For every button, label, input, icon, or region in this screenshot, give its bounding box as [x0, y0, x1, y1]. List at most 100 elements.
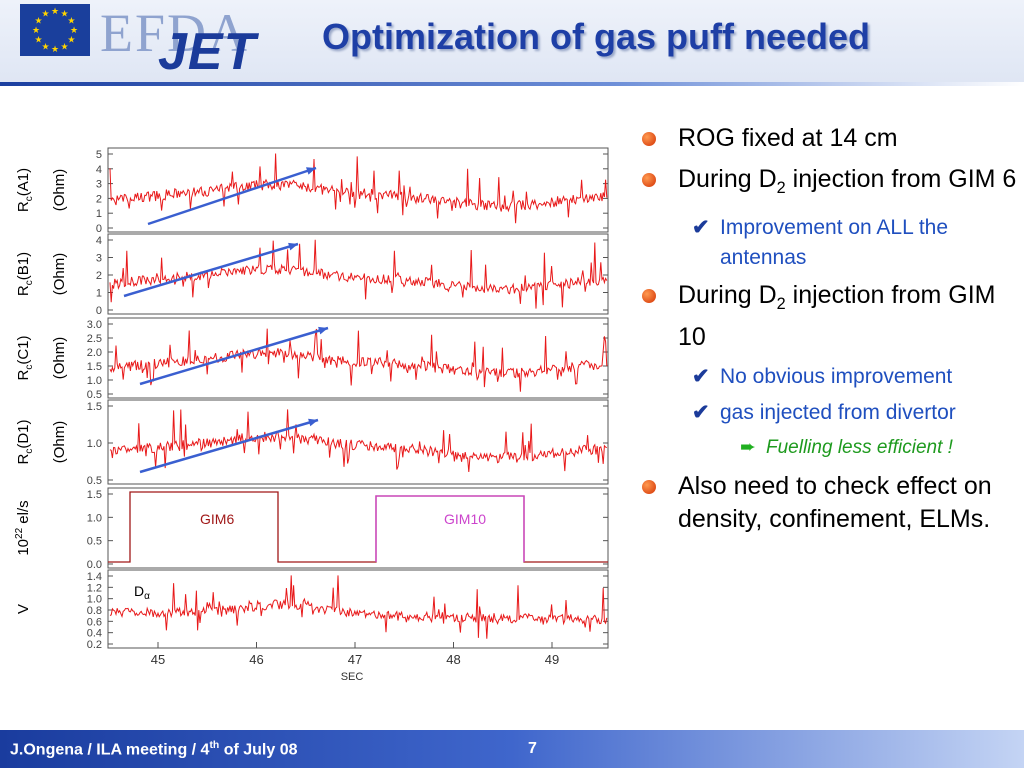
signal-trace: [109, 575, 608, 639]
y-axis-label-tail: (C1): [15, 335, 32, 364]
trend-arrow-head: [306, 167, 316, 175]
bullet-level1: ROG fixed at 14 cm: [640, 122, 1020, 155]
trend-arrow-head: [308, 418, 318, 427]
header-divider: [0, 82, 1024, 86]
bullet-level2: ✔ No obvious improvement: [640, 362, 1020, 392]
y-axis-label: Rc(A1): [15, 168, 35, 212]
plot-panel: 1.5 1.0 0.5 Rc(D1) (Ohm): [15, 399, 609, 487]
bullet-dot-icon: [642, 289, 656, 303]
bullet-text: During D: [678, 281, 777, 309]
y-axis-label-tail: el/s: [15, 500, 32, 528]
eu-star-icon: ★: [51, 6, 59, 16]
y-tick-label: 4: [96, 235, 102, 247]
eu-star-icon: ★: [60, 41, 68, 51]
y-tick-label: 2: [96, 193, 102, 205]
panel-frame: [107, 233, 609, 315]
y-axis-label: Rc(B1): [15, 252, 35, 296]
plot-panel: 5 4 3 2 1 0 Rc(A1) (Ohm): [15, 147, 609, 235]
y-axis-label-sub: c: [24, 196, 35, 201]
y-axis-label-main: R: [15, 454, 32, 465]
y-axis-label-main: 10: [15, 539, 32, 556]
footer-credit: J.Ongena / ILA meeting / 4th of July 08: [10, 740, 298, 759]
eu-star-icon: ★: [60, 9, 68, 19]
bullet-level1: During D2 injection from GIM 6: [640, 163, 1020, 205]
signal-trace: [109, 239, 608, 309]
slide-title: Optimization of gas puff needed: [322, 16, 870, 57]
x-tick-label: 45: [151, 652, 165, 667]
signal-trace: [109, 328, 608, 392]
panel-frame: [107, 147, 609, 233]
trend-arrow: [123, 242, 299, 298]
y-tick-label: 1.5: [87, 361, 102, 373]
trend-arrow: [147, 166, 317, 226]
bullet-text: injection from GIM 10: [678, 281, 996, 351]
y-tick-label: 3: [96, 179, 102, 191]
eu-star-icon: ★: [70, 25, 78, 35]
signal-trace: [109, 153, 608, 224]
bullet-text: 2: [776, 179, 786, 197]
bullet-dot-icon: [642, 132, 656, 146]
y-axis-label-sub: c: [24, 449, 35, 454]
figure-panels: 5 4 3 2 1 0 Rc(A1) (Ohm) 4 3 2 1 0 Rc(B1) (Ohm) 3.0 2.5 2…: [0, 128, 620, 688]
jet-logo: JET: [158, 23, 257, 81]
signal-trace: [109, 409, 608, 472]
y-tick-label: 5: [96, 149, 102, 161]
y-axis-label: V: [15, 604, 32, 614]
trend-arrow: [139, 418, 319, 474]
y-axis-label-tail: (A1): [15, 168, 32, 196]
panel-frame: [107, 399, 609, 485]
bullet-text: gas injected from divertor: [720, 401, 956, 424]
y-axis-label-sup: 22: [14, 527, 25, 539]
gas-puff-trace: [108, 491, 608, 563]
y-axis-label: Rc(C1): [15, 335, 35, 380]
y-tick-label: 0.6: [87, 616, 102, 628]
y-axis-label-main: R: [15, 201, 32, 212]
y-tick-label: 0.5: [87, 389, 102, 401]
y-tick-label: 0.2: [87, 639, 102, 651]
y-tick-label: 1.0: [87, 375, 102, 387]
d-alpha-label: Dα: [134, 583, 150, 602]
y-axis-unit: (Ohm): [51, 421, 68, 464]
trend-arrow: [139, 326, 329, 386]
footer-bar: J.Ongena / ILA meeting / 4th of July 08 …: [0, 730, 1024, 768]
eu-star-icon: ★: [51, 44, 59, 54]
x-tick-label: 47: [348, 652, 362, 667]
y-tick-label: 3.0: [87, 319, 102, 331]
plot-panel: 1.41.21.00.80.60.40.2 V Dα: [15, 569, 609, 651]
y-tick-label: 2.0: [87, 347, 102, 359]
eu-star-icon: ★: [35, 35, 43, 45]
y-tick-label: 1.0: [87, 512, 102, 524]
bullet-text: Also need to check effect on density, co…: [678, 472, 992, 533]
bullet-level2: ✔ gas injected from divertor: [640, 398, 1020, 428]
trend-arrow-head: [318, 326, 328, 335]
plot-panel: 1.5 1.0 0.5 0.0 1022 el/s GIM6 GIM10: [14, 487, 609, 571]
d-alpha-main: D: [134, 583, 144, 599]
panel-frame: [107, 569, 609, 649]
bullet-level1: Also need to check effect on density, co…: [640, 470, 1020, 536]
y-tick-label: 0: [96, 223, 102, 235]
bullet-level1: During D2 injection from GIM 10: [640, 279, 1020, 354]
trend-arrow-head: [288, 242, 298, 251]
eu-star-icon: ★: [67, 16, 75, 26]
y-axis-unit: (Ohm): [51, 253, 68, 296]
y-tick-label: 3: [96, 253, 102, 265]
bullet-text: Fuelling less efficient !: [766, 437, 953, 458]
bullet-text: No obvious improvement: [720, 365, 953, 388]
gim6-label: GIM6: [200, 511, 234, 527]
y-axis-label-main: V: [15, 604, 32, 614]
panel-frame: [107, 317, 609, 399]
x-tick-label: 46: [249, 652, 263, 667]
checkmark-icon: ✔: [692, 365, 710, 388]
y-tick-label: 1.0: [87, 594, 102, 606]
y-tick-label: 0.8: [87, 605, 102, 617]
y-tick-label: 1.5: [87, 401, 102, 413]
y-tick-label: 1.2: [87, 582, 102, 594]
eu-star-icon: ★: [32, 25, 40, 35]
y-tick-label: 2: [96, 270, 102, 282]
eu-star-icon: ★: [41, 9, 49, 19]
y-tick-label: 0.5: [87, 536, 102, 548]
bullet-text: Improvement on ALL the antennas: [720, 216, 949, 269]
plot-panel: 4 3 2 1 0 Rc(B1) (Ohm): [15, 233, 609, 317]
y-tick-label: 1.5: [87, 489, 102, 501]
y-tick-label: 1.0: [87, 438, 102, 450]
